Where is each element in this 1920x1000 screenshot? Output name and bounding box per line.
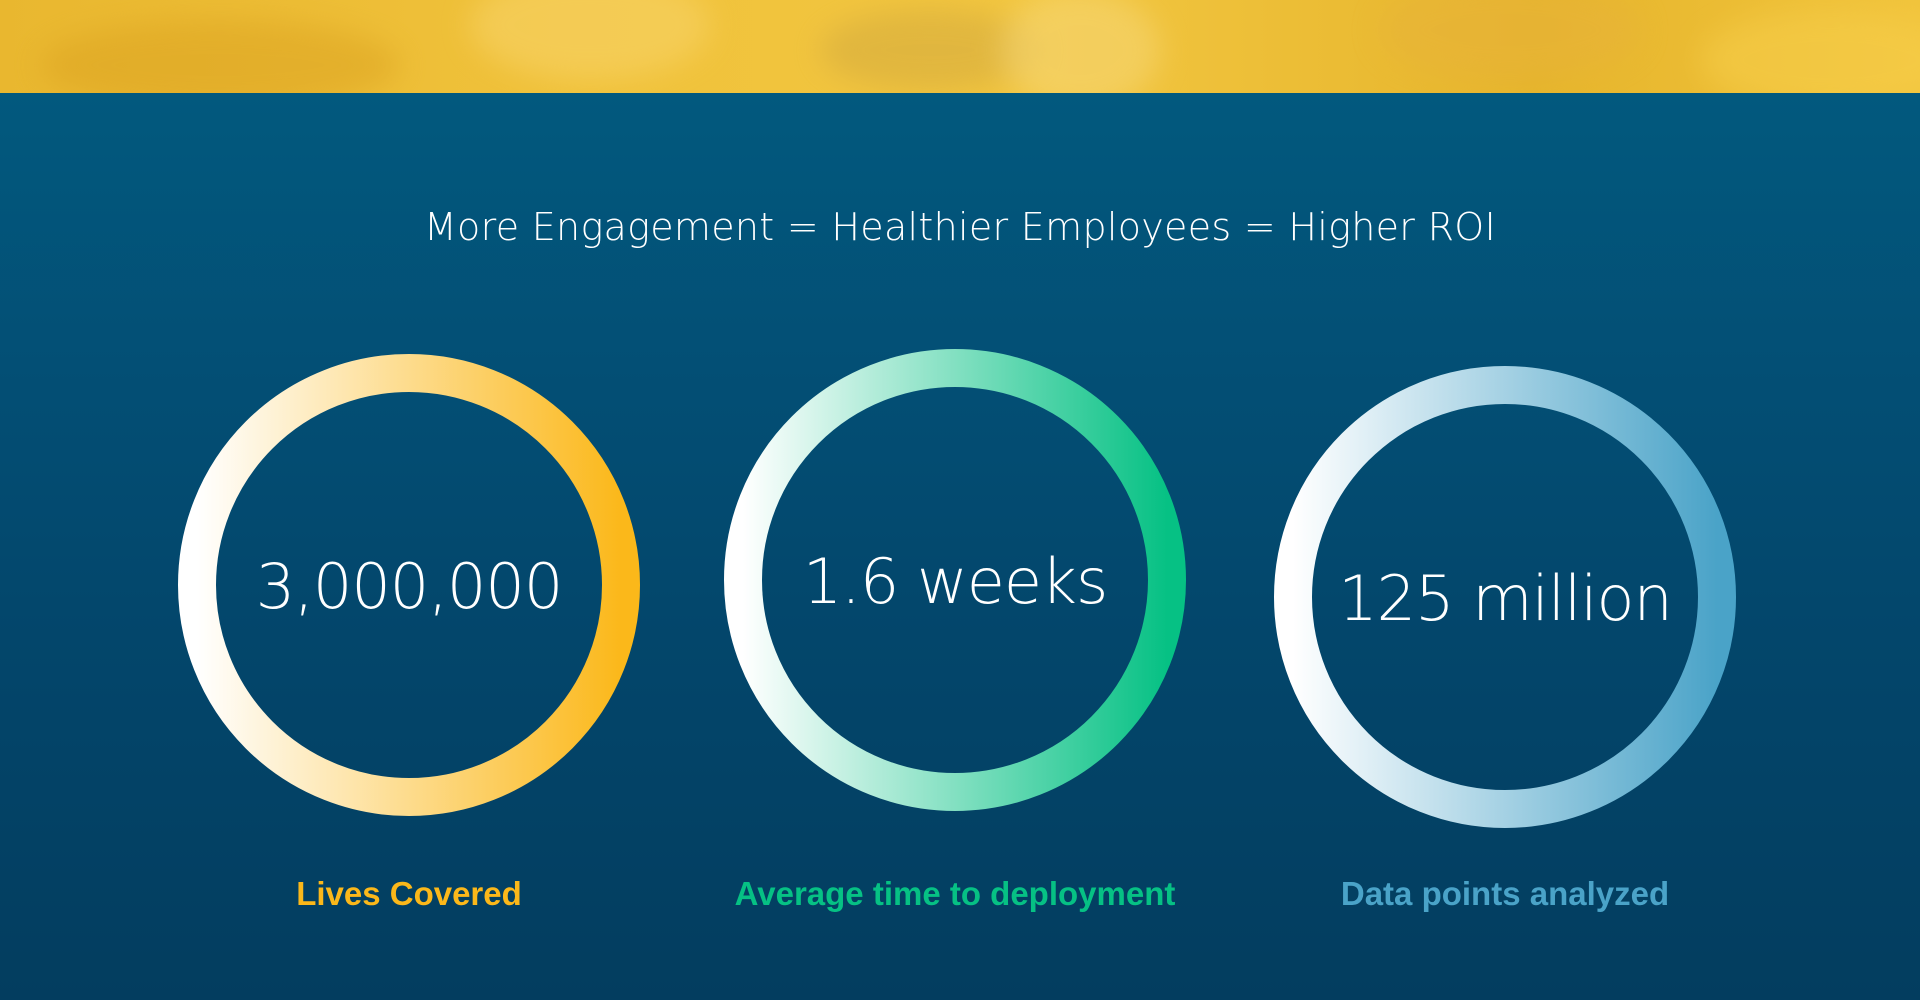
stat-time-to-deployment: 1.6 weeks Average time to deployment — [720, 345, 1190, 940]
stat-ring — [178, 354, 640, 816]
stat-ring — [1274, 366, 1736, 828]
stat-lives-covered: 3,000,000 Lives Covered — [174, 350, 644, 940]
stats-panel — [0, 93, 1920, 1000]
stat-data-points: 125 million Data points analyzed — [1270, 362, 1740, 942]
page-headline: More Engagement = Healthier Employees = … — [423, 205, 1497, 249]
stat-value: 3,000,000 — [255, 550, 564, 623]
stat-label: Data points analyzed — [1340, 875, 1670, 912]
stat-value: 1.6 weeks — [802, 545, 1109, 618]
stat-ring — [724, 349, 1186, 811]
stat-value: 125 million — [1338, 562, 1673, 635]
stat-label: Average time to deployment — [734, 875, 1176, 912]
stat-label: Lives Covered — [296, 875, 522, 912]
hero-photo-banner — [0, 0, 1920, 93]
